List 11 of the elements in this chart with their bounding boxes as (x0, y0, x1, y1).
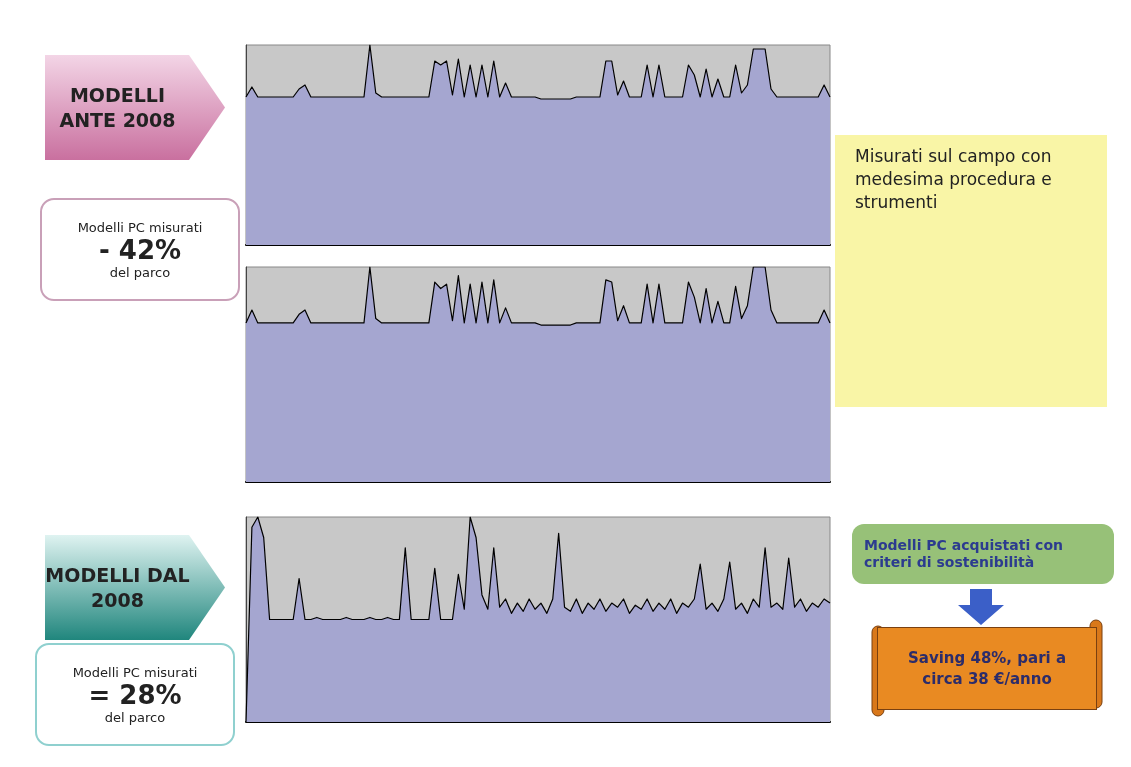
text: MODELLI ANTE 2008 (58, 82, 177, 133)
text: del parco (109, 264, 171, 280)
text: MODELLI DAL 2008 (45, 562, 190, 613)
text: Modelli PC misurati (77, 219, 203, 235)
text: Misurati sul campo con medesima procedura e strumenti (855, 145, 1053, 214)
text: Modelli PC misurati (72, 664, 198, 680)
text: del parco (104, 709, 166, 725)
text: Saving 48%, pari a circa 38 €/anno (906, 648, 1068, 689)
text: = 28% (88, 679, 182, 710)
text: Modelli PC acquistati con criteri di sostenibilità (864, 536, 1064, 572)
text: - 42% (98, 234, 182, 265)
